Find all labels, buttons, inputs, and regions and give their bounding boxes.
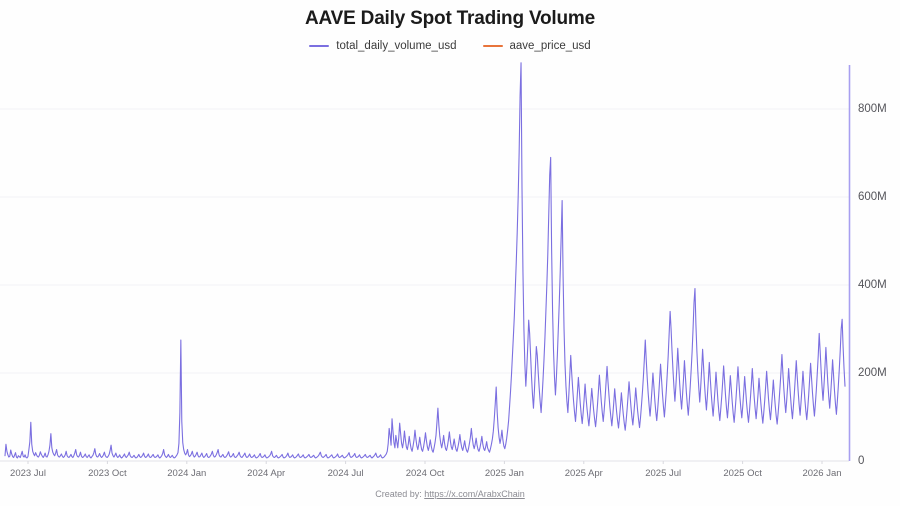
x-axis-tick-label: 2024 Oct [405,468,445,479]
x-axis-tick-label: 2024 Jul [327,468,364,479]
footer-prefix: Created by: [375,489,425,499]
footer-credit: Created by: https://x.com/ArabxChain [0,489,900,499]
x-axis-tick-label: 2025 Oct [723,468,762,479]
x-axis-tick-label: 2024 Jan [167,468,207,479]
plot-svg [0,62,851,464]
x-axis-tick-label: 2024 Apr [247,468,286,479]
legend-label-price: aave_price_usd [509,40,591,52]
x-axis-tick-label: 2026 Jan [802,468,842,479]
x-axis-tick-label: 2025 Jul [645,468,682,479]
legend-item-price[interactable]: aave_price_usd [482,40,591,52]
x-axis-tick-label: 2025 Apr [564,468,603,479]
footer-link[interactable]: https://x.com/ArabxChain [424,489,525,499]
legend-swatch-volume [309,45,330,47]
legend-swatch-price [482,45,503,47]
legend-item-volume[interactable]: total_daily_volume_usd [309,40,457,52]
x-axis-tick-label: 2023 Oct [88,468,127,479]
plot-area [0,62,900,464]
series-line-total-daily-volume-usd [4,62,846,459]
x-axis-tick-label: 2023 Jul [10,468,46,479]
x-axis-ticks [27,461,823,464]
gridlines [0,108,849,462]
legend-label-volume: total_daily_volume_usd [336,40,457,52]
chart-legend: total_daily_volume_usd aave_price_usd [0,40,900,52]
y-axis-tick-label: 0 [858,455,865,467]
y-axis-tick-label: 800M [858,103,887,115]
x-axis-tick-label: 2025 Jan [484,468,524,479]
y-axis-tick-label: 200M [858,367,887,379]
y-axis-tick-label: 400M [858,279,887,291]
chart-title: AAVE Daily Spot Trading Volume [305,8,595,29]
y-axis-tick-label: 600M [858,191,887,203]
